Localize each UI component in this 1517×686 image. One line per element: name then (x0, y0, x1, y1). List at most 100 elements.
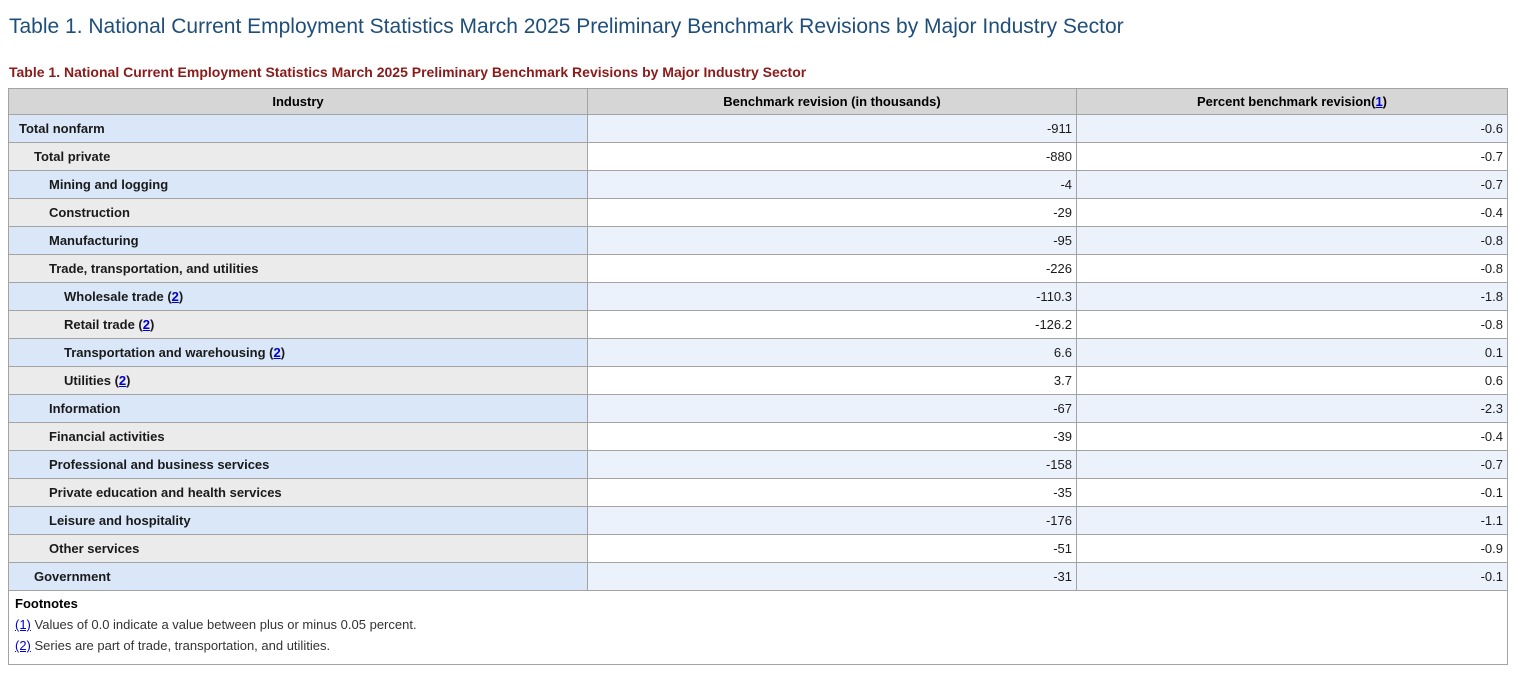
table-row: Utilities (2) 3.7 0.6 (8, 366, 1508, 395)
benchmark-revisions-table: Industry Benchmark revision (in thousand… (8, 88, 1508, 665)
footnotes-heading: Footnotes (15, 596, 78, 611)
industry-cell: Retail trade (2) (8, 310, 588, 339)
footnote-2-link[interactable]: 2 (273, 345, 281, 360)
column-header-percent-revision: Percent benchmark revision(1) (1076, 88, 1508, 115)
percent-revision-value: -0.6 (1076, 114, 1508, 143)
table-subtitle: Table 1. National Current Employment Sta… (9, 64, 807, 80)
industry-cell: Professional and business services (8, 450, 588, 479)
footnote-item: (1) Values of 0.0 indicate a value betwe… (15, 617, 417, 632)
benchmark-revision-value: -176 (587, 506, 1077, 535)
table-row: Financial activities -39 -0.4 (8, 422, 1508, 451)
percent-revision-value: -1.8 (1076, 282, 1508, 311)
industry-label: Private education and health services (49, 485, 282, 500)
percent-revision-value: -0.8 (1076, 226, 1508, 255)
table-row: Retail trade (2) -126.2 -0.8 (8, 310, 1508, 339)
benchmark-revision-value: -35 (587, 478, 1077, 507)
footnote-ref: (2) (163, 289, 184, 304)
footnote-ref: (2) (265, 345, 286, 360)
industry-label: Mining and logging (49, 177, 169, 192)
industry-cell: Mining and logging (8, 170, 588, 199)
benchmark-revision-value: -29 (587, 198, 1077, 227)
industry-label: Professional and business services (49, 457, 270, 472)
percent-revision-value: -0.9 (1076, 534, 1508, 563)
industry-cell: Manufacturing (8, 226, 588, 255)
percent-revision-value: -0.1 (1076, 478, 1508, 507)
industry-cell: Wholesale trade (2) (8, 282, 588, 311)
table-row: Government -31 -0.1 (8, 562, 1508, 591)
table-row: Total private -880 -0.7 (8, 142, 1508, 171)
benchmark-revision-value: -110.3 (587, 282, 1077, 311)
table-row: Leisure and hospitality -176 -1.1 (8, 506, 1508, 535)
industry-label: Utilities (64, 373, 111, 388)
benchmark-revision-value: -880 (587, 142, 1077, 171)
industry-cell: Government (8, 562, 588, 591)
footnote-1-link[interactable]: 1 (1375, 94, 1383, 109)
benchmark-revision-value: 3.7 (587, 366, 1077, 395)
industry-label: Transportation and warehousing (64, 345, 266, 360)
industry-cell: Information (8, 394, 588, 423)
footnote-anchor-link[interactable]: (1) (15, 617, 31, 632)
table-header: Industry Benchmark revision (in thousand… (8, 88, 1508, 115)
industry-cell: Financial activities (8, 422, 588, 451)
percent-revision-value: -0.7 (1076, 142, 1508, 171)
percent-revision-value: -1.1 (1076, 506, 1508, 535)
industry-label: Wholesale trade (64, 289, 164, 304)
percent-revision-value: -0.1 (1076, 562, 1508, 591)
benchmark-revision-value: -126.2 (587, 310, 1077, 339)
benchmark-revision-value: -911 (587, 114, 1077, 143)
table-body: Total nonfarm -911 -0.6 Total private -880 -0… (8, 114, 1508, 591)
industry-label: Financial activities (49, 429, 165, 444)
industry-cell: Trade, transportation, and utilities (8, 254, 588, 283)
benchmark-revision-value: -67 (587, 394, 1077, 423)
benchmark-revision-value: -4 (587, 170, 1077, 199)
industry-cell: Other services (8, 534, 588, 563)
percent-header-suffix: ) (1382, 94, 1388, 109)
footnote-item: (2) Series are part of trade, transporta… (15, 638, 331, 653)
industry-label: Leisure and hospitality (49, 513, 191, 528)
footnotes-list: (1) Values of 0.0 indicate a value betwe… (15, 614, 1501, 656)
table-row: Wholesale trade (2) -110.3 -1.8 (8, 282, 1508, 311)
table-row: Manufacturing -95 -0.8 (8, 226, 1508, 255)
industry-label: Information (49, 401, 121, 416)
table-row: Other services -51 -0.9 (8, 534, 1508, 563)
percent-revision-value: -0.4 (1076, 198, 1508, 227)
industry-label: Other services (49, 541, 140, 556)
footnote-2-link[interactable]: 2 (142, 317, 150, 332)
footnote-anchor-link[interactable]: (2) (15, 638, 31, 653)
table-row: Information -67 -2.3 (8, 394, 1508, 423)
industry-label: Total private (34, 149, 111, 164)
footnote-2-link[interactable]: 2 (118, 373, 127, 388)
column-header-benchmark-revision: Benchmark revision (in thousands) (587, 88, 1077, 115)
industry-label: Trade, transportation, and utilities (49, 261, 259, 276)
industry-cell: Transportation and warehousing (2) (8, 338, 588, 367)
footnote-ref: (2) (134, 317, 155, 332)
percent-revision-value: -0.7 (1076, 450, 1508, 479)
page-title: Table 1. National Current Employment Sta… (9, 15, 1124, 38)
footnote-2-link[interactable]: 2 (171, 289, 179, 304)
benchmark-revision-value: -95 (587, 226, 1077, 255)
percent-revision-value: -2.3 (1076, 394, 1508, 423)
benchmark-revision-value: -31 (587, 562, 1077, 591)
table-row: Transportation and warehousing (2) 6.6 0.1 (8, 338, 1508, 367)
industry-cell: Construction (8, 198, 588, 227)
industry-label: Retail trade (64, 317, 135, 332)
benchmark-revision-value: -158 (587, 450, 1077, 479)
industry-cell: Private education and health services (8, 478, 588, 507)
industry-label: Manufacturing (49, 233, 139, 248)
percent-revision-value: -0.7 (1076, 170, 1508, 199)
industry-label: Construction (49, 205, 130, 220)
industry-cell: Utilities (2) (8, 366, 588, 395)
industry-cell: Leisure and hospitality (8, 506, 588, 535)
percent-revision-value: -0.4 (1076, 422, 1508, 451)
benchmark-revision-value: -51 (587, 534, 1077, 563)
percent-revision-value: -0.8 (1076, 254, 1508, 283)
footnotes-section: Footnotes (1) Values of 0.0 indicate a v… (8, 590, 1508, 665)
percent-revision-value: -0.8 (1076, 310, 1508, 339)
percent-revision-value: 0.1 (1076, 338, 1508, 367)
table-footer: Footnotes (1) Values of 0.0 indicate a v… (8, 590, 1508, 665)
industry-label: Total nonfarm (19, 121, 105, 136)
benchmark-revision-value: -226 (587, 254, 1077, 283)
table-row: Mining and logging -4 -0.7 (8, 170, 1508, 199)
percent-header-text: Percent benchmark revision( (1196, 94, 1376, 109)
percent-revision-value: 0.6 (1076, 366, 1508, 395)
